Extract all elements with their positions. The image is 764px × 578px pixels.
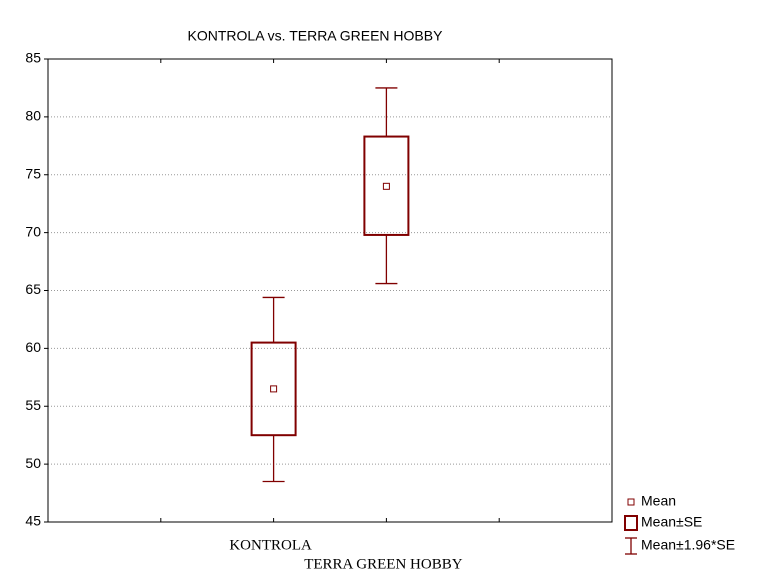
x-tick-label: KONTROLA [229,537,312,553]
mean-marker [382,182,390,190]
y-tick-label: 70 [25,223,41,239]
y-tick-label: 55 [25,397,41,413]
box [363,135,410,236]
y-tick-label: 45 [25,513,41,529]
y-tick-label: 60 [25,339,41,355]
y-tick-label: 75 [25,165,41,181]
mean-marker [270,385,278,393]
x-tick-label: TERRA GREEN HOBBY [304,556,463,572]
legend-label: Mean±1.96*SE [641,537,735,553]
legend-label: Mean±SE [641,514,702,530]
y-tick-label: 85 [25,50,41,66]
y-tick-label: 80 [25,108,41,124]
legend-se-icon [624,515,638,531]
legend-mean-icon [627,498,635,506]
y-tick-label: 65 [25,281,41,297]
legend-label: Mean [641,493,676,509]
plot-frame [47,58,613,523]
y-tick-label: 50 [25,455,41,471]
box [250,341,297,437]
chart-title: KONTROLA vs. TERRA GREEN HOBBY [188,28,444,44]
